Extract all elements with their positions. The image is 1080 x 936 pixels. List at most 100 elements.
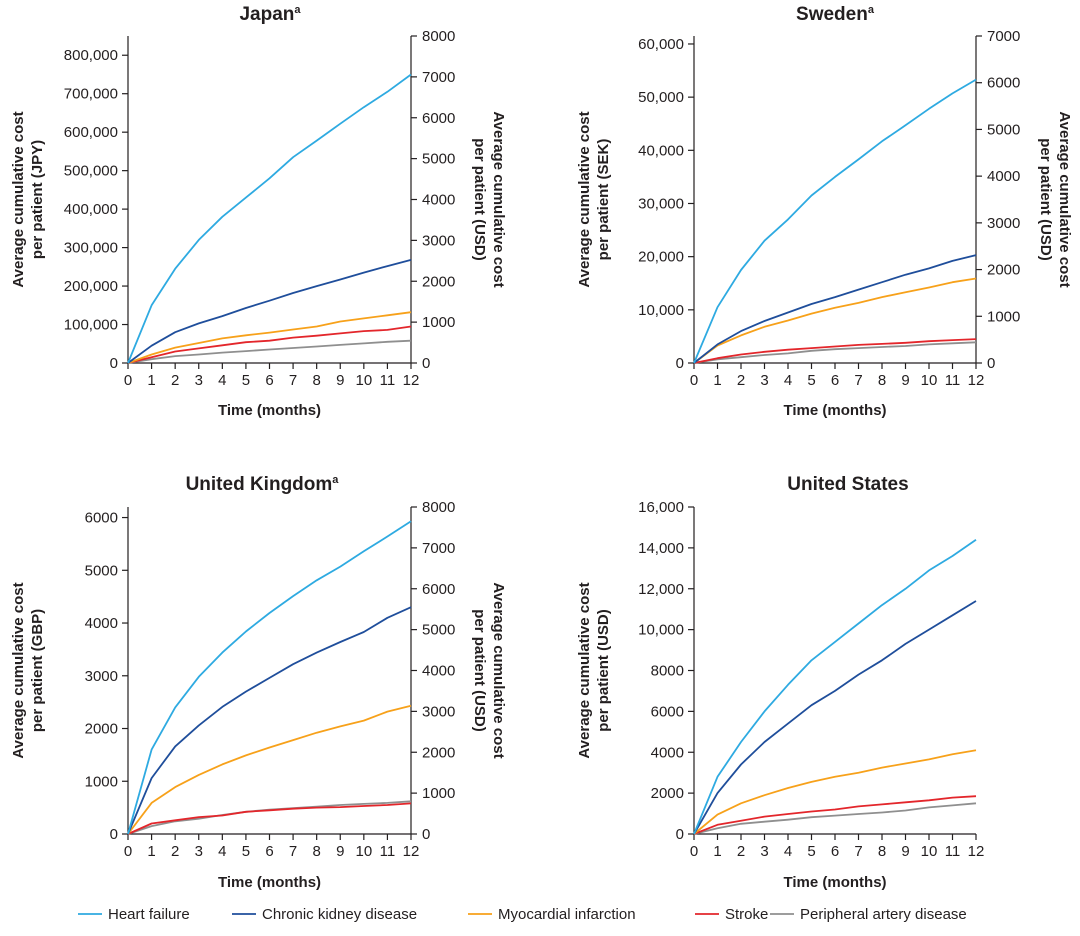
y2-tick-label: 2000	[987, 262, 1020, 279]
title-superscript: a	[868, 4, 875, 16]
y2-axis-title: Average cumulative costper patient (USD)	[471, 111, 507, 287]
x-tick-label: 10	[355, 372, 372, 389]
x-tick-label: 8	[312, 372, 320, 389]
y2-axis-title-line: Average cumulative cost	[490, 582, 507, 758]
x-tick-label: 3	[195, 372, 203, 389]
x-tick-label: 12	[403, 372, 420, 389]
y2-tick-label: 8000	[422, 499, 455, 516]
y2-tick-label: 4000	[987, 168, 1020, 185]
x-tick-label: 2	[171, 372, 179, 389]
y-tick-label: 10,000	[638, 302, 684, 319]
x-tick-label: 4	[784, 843, 792, 860]
legend-label-myocardial-infarction: Myocardial infarction	[498, 906, 636, 923]
y-tick-label: 10,000	[638, 622, 684, 639]
y-tick-label: 0	[676, 826, 684, 843]
y-tick-label: 200,000	[64, 278, 118, 295]
x-tick-label: 7	[289, 372, 297, 389]
series-line-myocardial-infarction	[127, 704, 412, 835]
x-axis-title: Time (months)	[783, 402, 886, 419]
y2-tick-label: 2000	[422, 744, 455, 761]
y-axis-title-line: per patient (USD)	[595, 609, 612, 732]
series-line-peripheral-artery-disease	[693, 802, 977, 835]
series-line-peripheral-artery-disease	[127, 339, 412, 364]
y2-axis-title-line: Average cumulative cost	[490, 111, 507, 287]
title-superscript: a	[294, 4, 301, 16]
x-tick-label: 5	[242, 843, 250, 860]
x-tick-label: 5	[807, 372, 815, 389]
x-tick-label: 7	[854, 372, 862, 389]
x-tick-label: 10	[921, 372, 938, 389]
y-tick-label: 5000	[85, 562, 118, 579]
y-tick-label: 20,000	[638, 249, 684, 266]
x-tick-label: 6	[265, 372, 273, 389]
y-tick-label: 100,000	[64, 317, 118, 334]
series-line-stroke	[127, 802, 412, 835]
panel-title: United States	[787, 474, 908, 495]
panel-title: Japana	[239, 4, 301, 25]
x-tick-label: 9	[336, 843, 344, 860]
x-tick-label: 11	[380, 372, 396, 389]
y2-tick-label: 8000	[422, 28, 455, 45]
x-tick-label: 3	[760, 372, 768, 389]
x-axis-title: Time (months)	[783, 874, 886, 891]
y-tick-label: 2000	[651, 785, 684, 802]
series-line-myocardial-infarction	[693, 749, 977, 835]
title-superscript: a	[332, 474, 339, 486]
series-line-myocardial-infarction	[127, 311, 412, 364]
y2-tick-label: 3000	[987, 215, 1020, 232]
y-tick-label: 60,000	[638, 36, 684, 53]
y2-axis-title: Average cumulative costper patient (USD)	[471, 582, 507, 758]
series-line-stroke	[693, 338, 977, 364]
panel-title: United Kingdoma	[186, 474, 340, 495]
y-axis-title-line: per patient (JPY)	[29, 140, 46, 259]
y-tick-label: 4000	[85, 615, 118, 632]
y2-tick-label: 6000	[422, 581, 455, 598]
x-tick-label: 12	[968, 843, 985, 860]
x-tick-label: 8	[878, 372, 886, 389]
x-tick-label: 6	[265, 843, 273, 860]
y2-tick-label: 0	[422, 826, 430, 843]
x-tick-label: 6	[831, 843, 839, 860]
x-tick-label: 2	[737, 372, 745, 389]
y2-tick-label: 6000	[422, 110, 455, 127]
series-line-heart-failure	[127, 73, 412, 364]
panel-japan: Japana 0 100,000 200,000 300,000 400,000 500,0…	[10, 4, 507, 419]
series-line-myocardial-infarction	[693, 277, 977, 364]
x-tick-label: 5	[242, 372, 250, 389]
y-tick-label: 40,000	[638, 142, 684, 159]
y-tick-label: 8000	[651, 663, 684, 680]
y-tick-label: 2000	[85, 721, 118, 738]
x-tick-label: 8	[312, 843, 320, 860]
x-tick-label: 6	[831, 372, 839, 389]
y2-axis-title-line: per patient (USD)	[1037, 138, 1054, 261]
series-line-stroke	[127, 325, 412, 364]
y-tick-label: 12,000	[638, 581, 684, 598]
legend: Heart failure Chronic kidney disease Myoca…	[78, 906, 967, 923]
y-axis-title-line: Average cumulative cost	[10, 582, 27, 758]
x-tick-label: 11	[380, 843, 396, 860]
y2-tick-label: 5000	[422, 622, 455, 639]
x-tick-label: 1	[147, 843, 155, 860]
y-tick-label: 0	[110, 355, 118, 372]
x-tick-label: 9	[336, 372, 344, 389]
y2-tick-label: 0	[422, 355, 430, 372]
y-axis-title-line: per patient (SEK)	[595, 139, 612, 261]
x-tick-label: 3	[760, 843, 768, 860]
x-tick-label: 4	[218, 372, 226, 389]
y-tick-label: 3000	[85, 668, 118, 685]
series-line-chronic-kidney-disease	[127, 606, 412, 835]
y-tick-label: 600,000	[64, 124, 118, 141]
x-tick-label: 1	[147, 372, 155, 389]
y-tick-label: 400,000	[64, 201, 118, 218]
x-tick-label: 7	[854, 843, 862, 860]
x-tick-label: 10	[921, 843, 938, 860]
x-axis-title: Time (months)	[218, 874, 321, 891]
y-axis-title: Average cumulative cost per patient (USD)	[576, 582, 612, 758]
x-tick-label: 11	[945, 843, 961, 860]
x-tick-label: 9	[901, 372, 909, 389]
x-tick-label: 4	[218, 843, 226, 860]
y-tick-label: 300,000	[64, 240, 118, 257]
y-axis-title-line: per patient (GBP)	[29, 609, 46, 732]
